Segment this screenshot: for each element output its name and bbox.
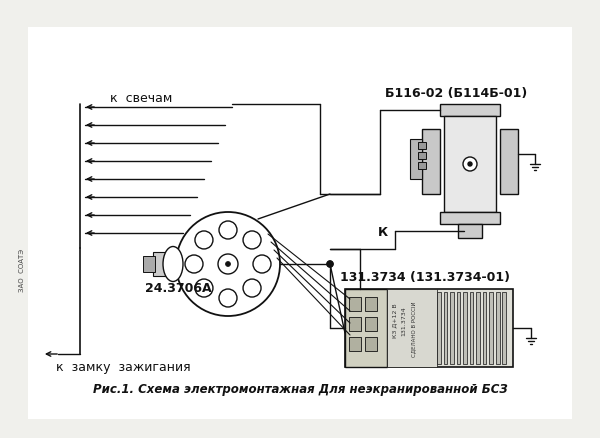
Circle shape	[327, 261, 333, 267]
Text: 24.3706А: 24.3706А	[145, 281, 212, 294]
Bar	[418, 162, 426, 170]
Circle shape	[463, 158, 477, 172]
Bar	[143, 256, 155, 272]
Bar	[387, 290, 437, 367]
Bar	[418, 153, 426, 159]
Bar	[349, 297, 361, 311]
Bar	[349, 317, 361, 331]
Bar	[418, 143, 426, 150]
Bar	[365, 297, 377, 311]
Bar	[496, 292, 500, 364]
Bar	[440, 105, 500, 117]
Bar	[476, 292, 480, 364]
Bar	[365, 337, 377, 351]
Text: К: К	[378, 225, 388, 238]
Bar	[490, 292, 493, 364]
Text: Б116-02 (Б114Б-01): Б116-02 (Б114Б-01)	[385, 86, 527, 99]
Bar	[483, 292, 487, 364]
Circle shape	[226, 262, 230, 267]
Circle shape	[195, 279, 213, 297]
Bar	[153, 252, 173, 276]
Bar	[444, 117, 496, 212]
Text: ЗАО  СОАТЭ: ЗАО СОАТЭ	[19, 248, 25, 291]
Bar	[440, 212, 500, 225]
Circle shape	[219, 222, 237, 240]
Bar	[500, 130, 518, 194]
Circle shape	[327, 261, 333, 267]
Circle shape	[243, 231, 261, 249]
Bar	[365, 317, 377, 331]
Bar	[502, 292, 506, 364]
Bar	[457, 292, 460, 364]
Bar	[422, 130, 440, 194]
Text: к  свечам: к свечам	[110, 91, 172, 104]
Bar	[437, 292, 440, 364]
Circle shape	[185, 255, 203, 273]
Text: к  замку  зажигания: к замку зажигания	[56, 360, 191, 374]
Circle shape	[195, 231, 213, 249]
Circle shape	[253, 255, 271, 273]
Circle shape	[468, 162, 472, 166]
Bar	[28, 28, 572, 419]
Text: 131.3734: 131.3734	[401, 305, 406, 335]
Text: Рис.1. Схема электромонтажная Для неэкранированной БСЗ: Рис.1. Схема электромонтажная Для неэкра…	[92, 383, 508, 396]
Bar	[470, 292, 473, 364]
Bar	[345, 290, 513, 367]
Bar	[410, 140, 422, 180]
Bar	[345, 290, 387, 367]
Text: 131.3734 (131.3734-01): 131.3734 (131.3734-01)	[340, 271, 510, 284]
Bar	[450, 292, 454, 364]
Circle shape	[219, 290, 237, 307]
Text: СДЕЛАНО В РОССIИ: СДЕЛАНО В РОССIИ	[411, 300, 416, 356]
Circle shape	[176, 212, 280, 316]
Circle shape	[243, 279, 261, 297]
Bar	[443, 292, 447, 364]
Bar	[463, 292, 467, 364]
Bar	[458, 225, 482, 238]
Bar	[349, 337, 361, 351]
Ellipse shape	[163, 247, 183, 282]
Circle shape	[218, 254, 238, 274]
Text: КЗ Д+12 В: КЗ Д+12 В	[392, 303, 397, 338]
